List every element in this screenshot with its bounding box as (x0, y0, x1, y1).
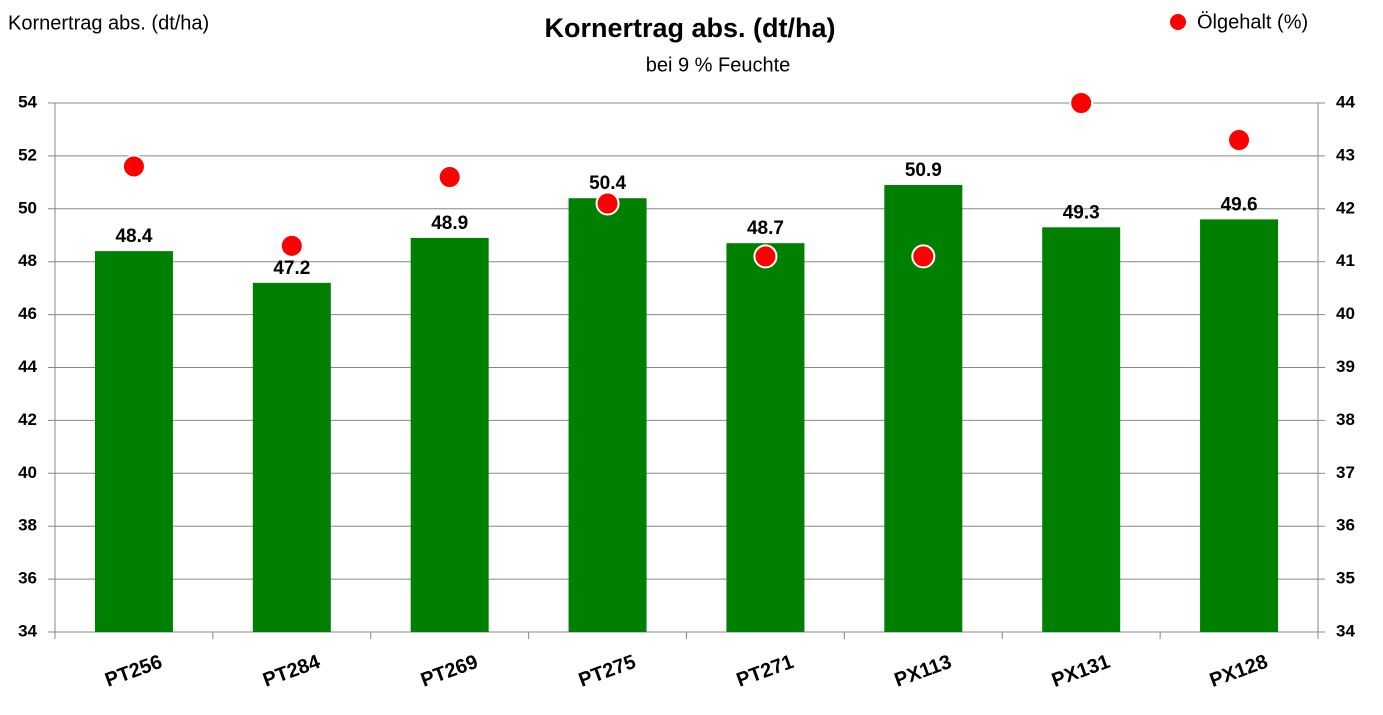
y-tick-label: 40 (18, 463, 37, 482)
y-tick-label: 48 (18, 251, 37, 270)
oil-point (595, 191, 620, 216)
oil-point (1227, 128, 1252, 153)
y-tick-label: 46 (18, 304, 37, 323)
oil-point (279, 233, 304, 258)
bar (568, 198, 647, 632)
data-label: 50.9 (905, 160, 942, 181)
data-label: 48.7 (747, 218, 784, 239)
data-label: 48.9 (431, 213, 468, 234)
x-tick-label: PT256 (102, 651, 165, 692)
y2-tick-label: 42 (1336, 198, 1355, 217)
bar (94, 251, 173, 632)
oil-point (753, 244, 778, 269)
x-tick-label: PX128 (1207, 651, 1271, 692)
y-tick-label: 50 (18, 198, 37, 217)
data-label: 49.6 (1221, 194, 1258, 215)
y-tick-label: 52 (18, 145, 37, 164)
y2-tick-label: 44 (1336, 92, 1355, 111)
y-tick-label: 38 (18, 516, 37, 535)
y2-tick-label: 35 (1336, 569, 1355, 588)
y-axis-label: Kornertrag abs. (dt/ha) (8, 12, 209, 34)
y-tick-label: 36 (18, 569, 37, 588)
data-label: 48.4 (115, 226, 152, 247)
x-tick-label: PT275 (576, 651, 639, 692)
x-tick-label: PT269 (418, 651, 481, 692)
y-tick-label: 34 (18, 621, 37, 640)
chart-title: Kornertrag abs. (dt/ha) (544, 13, 835, 43)
y-tick-label: 42 (18, 410, 37, 429)
legend-label: Ölgehalt (%) (1197, 11, 1308, 33)
bar (726, 243, 805, 632)
oil-point (1069, 91, 1094, 115)
y2-tick-label: 38 (1336, 410, 1355, 429)
y2-tick-label: 37 (1336, 463, 1355, 482)
x-tick-label: PX131 (1049, 651, 1113, 692)
y2-tick-label: 36 (1336, 516, 1355, 535)
bar (1042, 227, 1121, 632)
x-tick-label: PT284 (260, 651, 324, 692)
y2-tick-label: 41 (1336, 251, 1355, 270)
y2-tick-label: 40 (1336, 304, 1355, 323)
data-label: 49.3 (1063, 202, 1100, 223)
oil-point (437, 165, 462, 190)
y2-tick-label: 39 (1336, 357, 1355, 376)
legend-marker (1170, 14, 1186, 30)
data-label: 50.4 (589, 173, 626, 194)
y-tick-label: 44 (18, 357, 37, 376)
y-tick-label: 54 (18, 92, 37, 111)
y2-tick-label: 43 (1336, 145, 1355, 164)
x-tick-label: PX113 (892, 651, 955, 692)
bar (252, 282, 331, 632)
x-tick-label: PT271 (734, 651, 797, 692)
oil-point (911, 244, 936, 269)
bar (1200, 219, 1279, 632)
bar (410, 237, 489, 632)
oil-point (121, 154, 146, 179)
chart-subtitle: bei 9 % Feuchte (646, 54, 791, 76)
y2-tick-label: 34 (1336, 621, 1355, 640)
data-label: 47.2 (273, 258, 310, 279)
